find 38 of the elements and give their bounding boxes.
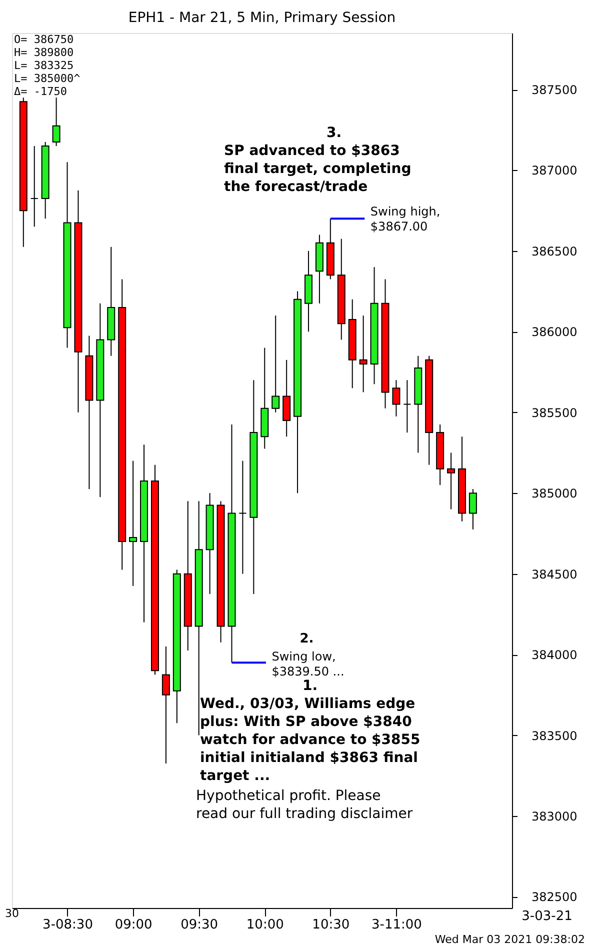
annotation: 2. Swing low, $3839.50 ... xyxy=(272,632,344,679)
text: 3-03-21 xyxy=(522,909,572,924)
candlestick xyxy=(129,460,138,586)
y-tick-label: 382500 xyxy=(532,890,578,904)
candlestick xyxy=(30,146,38,228)
y-tick-label: 387000 xyxy=(532,164,578,178)
y-tick-label: 386500 xyxy=(532,244,578,258)
x-tick-label: 10:30 xyxy=(312,918,350,932)
candlestick xyxy=(52,97,60,147)
annotation: O= 386750 H= 389800 L= 383325 L= 385000^ Δ= -1750 xyxy=(14,33,81,98)
candlestick xyxy=(238,460,247,574)
annotation: Hypothetical profit. Please read our full trading disclaimer xyxy=(196,788,413,822)
annotation: Swing high, $3867.00 xyxy=(370,204,440,234)
y-tick-label: 384500 xyxy=(532,567,578,582)
annotation: 1. Wed., 03/03, Williams edge plus: With SP above $3840 watch for advance to $3855 initial initialand $3863 final target ... xyxy=(200,678,420,784)
x-tick-label: 3-11:00 xyxy=(371,918,422,932)
annotation: 30 xyxy=(5,907,19,920)
x-tick-label: 09:30 xyxy=(180,918,218,932)
y-tick-label: 385000 xyxy=(532,486,578,501)
y-tick-label: 385500 xyxy=(532,406,578,420)
y-tick-label: 384000 xyxy=(532,648,578,662)
x-tick-label: 09:00 xyxy=(114,918,152,932)
x-tick-label: 3-08:30 xyxy=(42,918,93,932)
y-tick-label: 383000 xyxy=(532,809,578,824)
y-tick-label: 386000 xyxy=(532,325,578,340)
candlestick xyxy=(392,380,400,417)
candlestick xyxy=(359,315,368,393)
x-tick-label: 10:00 xyxy=(246,918,284,932)
candlestick xyxy=(162,646,170,764)
candlestick xyxy=(403,380,412,434)
y-tick-label: 387500 xyxy=(532,83,578,98)
y-tick-label: 383500 xyxy=(532,728,578,743)
annotation: 3. SP advanced to $3863 final target, completing the forecast/trade xyxy=(224,125,412,195)
text: Wed Mar 03 2021 09:38:02 xyxy=(434,933,585,946)
candlestick xyxy=(468,488,477,530)
candlestick xyxy=(272,315,280,413)
chart-title: EPH1 - Mar 21, 5 Min, Primary Session xyxy=(128,10,396,26)
candlestick xyxy=(447,452,456,510)
